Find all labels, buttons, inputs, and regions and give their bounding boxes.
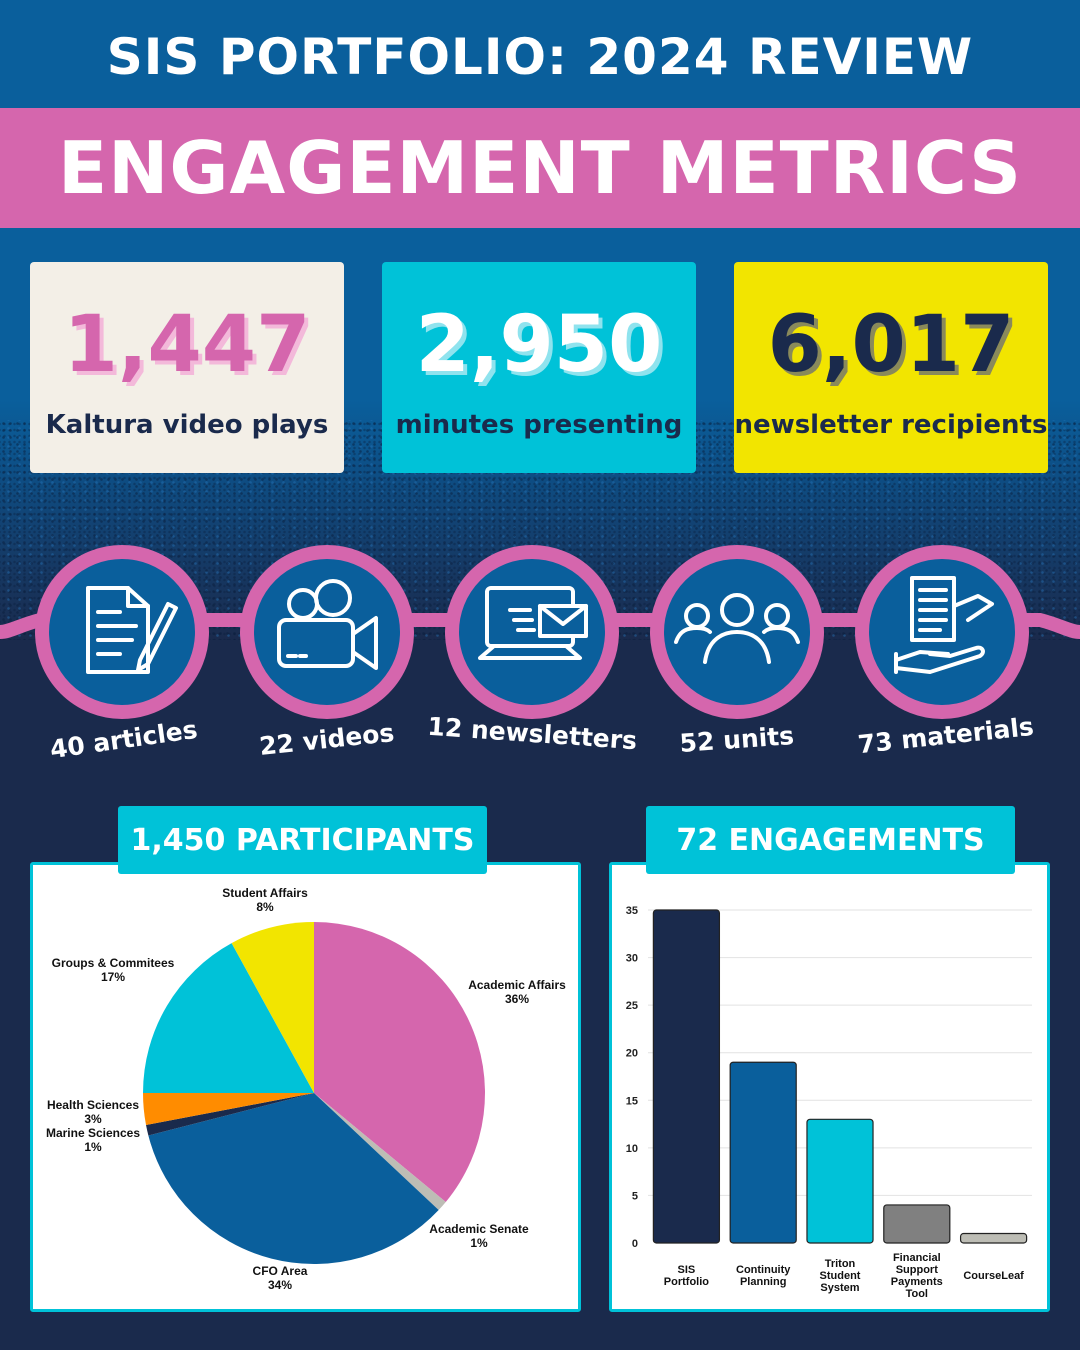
y-tick-label: 25 xyxy=(626,1000,638,1012)
icon-circle-units xyxy=(650,545,824,719)
pie-header: 1,450 PARTICIPANTS xyxy=(118,806,487,874)
banner: ENGAGEMENT METRICS xyxy=(0,108,1080,228)
y-tick-label: 30 xyxy=(626,953,638,965)
y-tick-label: 0 xyxy=(632,1238,638,1250)
pie-slice xyxy=(143,943,314,1093)
pie-header-text: 1,450 PARTICIPANTS xyxy=(130,822,475,858)
pie-label-percent: 3% xyxy=(84,1112,102,1126)
x-tick-label: Financial xyxy=(893,1252,941,1264)
stat-value: 1,447 xyxy=(63,300,311,390)
pie-label-name: Academic Affairs xyxy=(468,978,566,992)
x-tick-label: Student xyxy=(820,1270,861,1282)
pie-label-name: Health Sciences xyxy=(47,1098,139,1112)
banner-title: ENGAGEMENT METRICS xyxy=(57,126,1023,210)
pie-slice xyxy=(146,1093,314,1136)
y-tick-label: 10 xyxy=(626,1143,638,1155)
icon-circle-articles xyxy=(35,545,209,719)
y-tick-label: 20 xyxy=(626,1048,638,1060)
x-tick-label: Payments xyxy=(891,1276,943,1288)
icon-circle-materials xyxy=(855,545,1029,719)
pie-label-name: Student Affairs xyxy=(222,886,308,900)
document-handout-icon xyxy=(894,576,994,674)
icon-label: 73 materials xyxy=(856,712,1035,759)
icon-label: 52 units xyxy=(679,721,795,758)
x-tick-label: Triton xyxy=(825,1258,856,1270)
y-tick-label: 15 xyxy=(626,1095,638,1107)
stat-label: newsletter recipients xyxy=(734,410,1048,440)
bar xyxy=(883,1204,951,1244)
pie-slice xyxy=(231,922,314,1093)
stat-card-video-plays: 1,447 Kaltura video plays xyxy=(30,262,344,473)
stat-card-newsletter: 6,017 newsletter recipients xyxy=(734,262,1048,473)
pie-label-percent: 1% xyxy=(470,1236,488,1250)
stat-value: 6,017 xyxy=(767,300,1015,390)
bar-header-text: 72 ENGAGEMENTS xyxy=(676,822,985,858)
y-tick-label: 5 xyxy=(632,1190,638,1202)
pie-label-name: Groups & Commitees xyxy=(52,956,175,970)
x-tick-label: System xyxy=(820,1282,859,1294)
icon-label: 12 newsletters xyxy=(427,712,638,756)
bar xyxy=(806,1118,874,1244)
bar-header: 72 ENGAGEMENTS xyxy=(646,806,1015,874)
people-group-icon xyxy=(674,593,800,664)
pie-chart-box: Academic Affairs 36% Academic Senate 1% CFO … xyxy=(30,862,581,1312)
pie-label-name: Marine Sciences xyxy=(46,1126,140,1140)
icon-circle-videos xyxy=(240,545,414,719)
pie-slice xyxy=(148,1093,439,1264)
icon-label: 22 videos xyxy=(258,718,396,761)
stat-card-minutes: 2,950 minutes presenting xyxy=(382,262,696,473)
pie-slice xyxy=(314,1093,446,1211)
bar xyxy=(959,1232,1028,1244)
x-tick-label: SIS xyxy=(678,1264,696,1276)
pie-label-percent: 17% xyxy=(101,970,125,984)
stat-label: minutes presenting xyxy=(395,410,683,440)
pie-label-percent: 36% xyxy=(505,992,529,1006)
y-tick-label: 35 xyxy=(626,905,638,917)
pie-label-name: CFO Area xyxy=(253,1264,308,1278)
video-camera-icon xyxy=(277,579,378,670)
laptop-mail-icon xyxy=(478,586,588,660)
stat-value: 2,950 xyxy=(415,300,663,390)
pie-slice xyxy=(143,1093,314,1126)
x-tick-label: CourseLeaf xyxy=(963,1270,1024,1282)
pie-label-percent: 8% xyxy=(256,900,274,914)
icon-circle-newsletters xyxy=(445,545,619,719)
x-tick-label: Continuity xyxy=(736,1264,791,1276)
x-tick-label: Portfolio xyxy=(664,1276,709,1288)
x-tick-label: Tool xyxy=(906,1288,928,1300)
icon-label: 40 articles xyxy=(48,715,199,764)
page-title: SIS PORTFOLIO: 2024 REVIEW xyxy=(106,28,974,86)
x-tick-label: Planning xyxy=(740,1276,786,1288)
pie-label-percent: 34% xyxy=(268,1278,292,1292)
pie-label-name: Academic Senate xyxy=(429,1222,529,1236)
x-tick-label: Support xyxy=(896,1264,938,1276)
pie-slice xyxy=(314,922,485,1202)
stat-label: Kaltura video plays xyxy=(45,410,329,440)
bar xyxy=(652,909,721,1244)
bar-chart-box: 0 5 10 15 20 25 30 35 SIS Portfolio Continuity Plan… xyxy=(609,862,1050,1312)
document-pen-icon xyxy=(86,586,178,674)
icon-row: 40 articles 22 videos 12 newsletters 52 … xyxy=(0,545,1080,764)
bar xyxy=(729,1061,797,1244)
pie-label-percent: 1% xyxy=(84,1140,102,1154)
